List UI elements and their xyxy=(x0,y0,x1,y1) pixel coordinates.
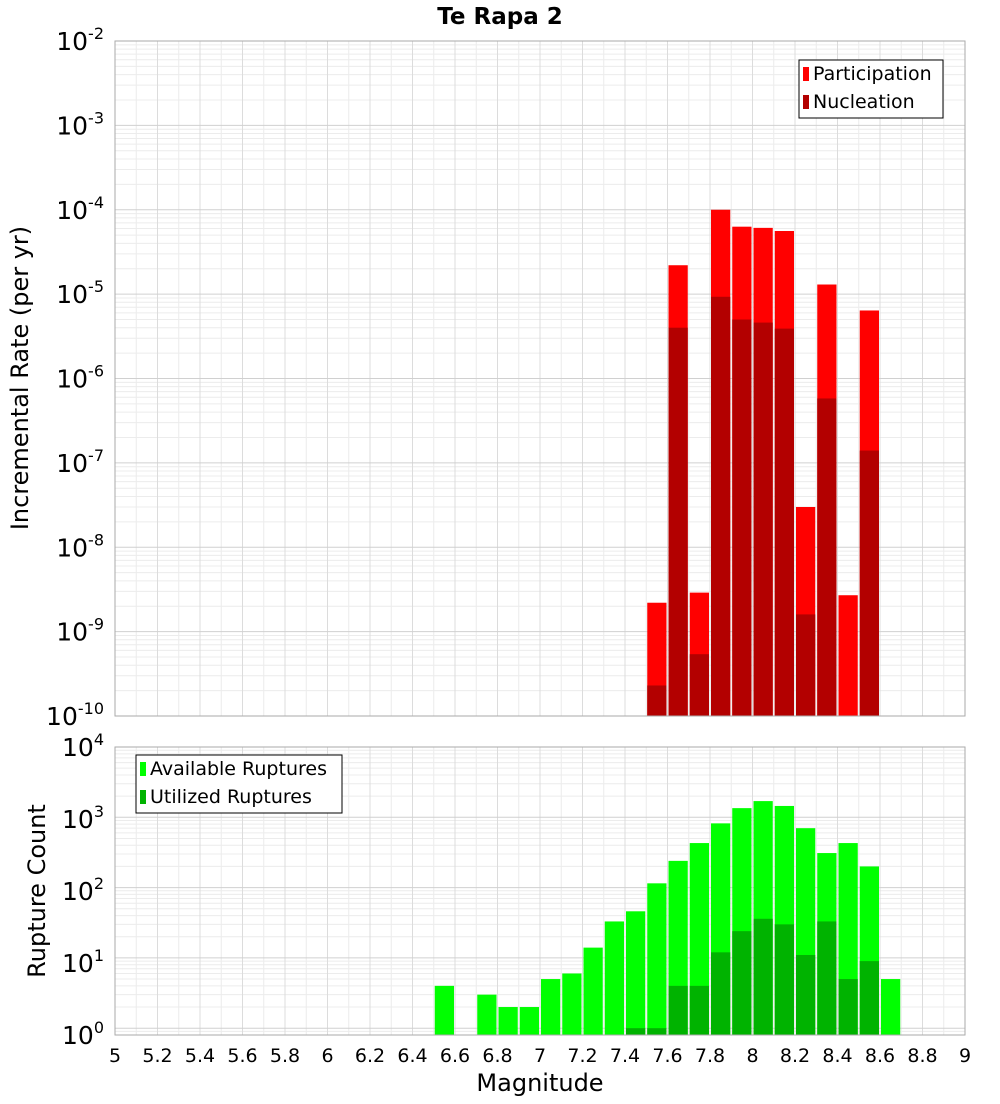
legend: Available Ruptures Utilized Ruptures xyxy=(135,754,343,814)
primary-bar-available-ruptures xyxy=(626,911,646,1035)
x-tick-label: 6 xyxy=(321,1045,333,1067)
panel-rate: 10-2 10-3 10-4 10-5 10-6 10-7 10-8 10-9 10-10 Par… xyxy=(46,24,966,731)
secondary-bar-utilized-ruptures xyxy=(668,985,688,1035)
secondary-bar-nucleation xyxy=(774,328,794,716)
secondary-bar-utilized-ruptures xyxy=(689,985,709,1035)
primary-bar-available-ruptures xyxy=(562,973,582,1035)
secondary-bar-nucleation xyxy=(796,614,816,716)
secondary-bar-utilized-ruptures xyxy=(817,921,837,1035)
secondary-bar-utilized-ruptures xyxy=(796,954,816,1035)
primary-bar-available-ruptures xyxy=(541,979,561,1035)
x-tick-label: 8.4 xyxy=(822,1045,852,1067)
x-tick-label: 8 xyxy=(746,1045,758,1067)
secondary-bar-nucleation xyxy=(689,654,709,716)
plot-frame xyxy=(114,40,966,717)
x-axis-label: Magnitude xyxy=(476,1069,603,1097)
x-tick-label: 6.6 xyxy=(440,1045,470,1067)
x-tick-label: 8.2 xyxy=(780,1045,810,1067)
secondary-bar-nucleation xyxy=(711,296,731,716)
legend-box xyxy=(798,59,944,119)
top-y-axis-label: Incremental Rate (per yr) xyxy=(6,226,34,530)
x-tick-label: 6.4 xyxy=(397,1045,427,1067)
y-tick-label: 103 xyxy=(62,802,104,834)
y-tick-label: 100 xyxy=(62,1018,104,1050)
legend-swatch xyxy=(803,67,809,81)
x-tick-label: 5.6 xyxy=(227,1045,257,1067)
x-tick-label: 7.4 xyxy=(610,1045,640,1067)
primary-bar-available-ruptures xyxy=(477,994,497,1035)
secondary-bar-utilized-ruptures xyxy=(626,1028,646,1035)
x-tick-label: 9 xyxy=(959,1045,971,1067)
legend-swatch xyxy=(140,790,146,804)
y-tick-label: 102 xyxy=(62,874,104,906)
panel-count: 104 103 102 101 100 Available Ruptures Utilize… xyxy=(62,730,966,1050)
secondary-bar-nucleation xyxy=(753,322,773,716)
secondary-bar-nucleation xyxy=(817,398,837,716)
y-tick-label: 10-4 xyxy=(56,193,104,225)
secondary-bar-utilized-ruptures xyxy=(838,979,858,1035)
secondary-bar-utilized-ruptures xyxy=(647,1028,667,1035)
y-tick-label: 101 xyxy=(62,946,104,978)
x-tick-label: 7.6 xyxy=(652,1045,682,1067)
x-tick-label: 8.8 xyxy=(907,1045,937,1067)
x-tick-label: 5.8 xyxy=(270,1045,300,1067)
x-tick-label: 5.2 xyxy=(142,1045,172,1067)
primary-bar-participation xyxy=(838,595,858,716)
legend-label: Nucleation xyxy=(813,91,915,113)
x-tick-label: 7 xyxy=(534,1045,546,1067)
y-tick-label: 10-9 xyxy=(56,615,104,647)
x-tick-label: 5 xyxy=(109,1045,121,1067)
secondary-bar-nucleation xyxy=(647,685,667,716)
chart-title: Te Rapa 2 xyxy=(437,4,562,30)
primary-bar-available-ruptures xyxy=(881,979,901,1035)
x-tick-label: 6.2 xyxy=(355,1045,385,1067)
y-tick-label: 104 xyxy=(62,730,104,762)
plot-area: 10-2 10-3 10-4 10-5 10-6 10-7 10-8 10-9 10-10 Par… xyxy=(46,24,971,1067)
legend-swatch xyxy=(140,762,146,776)
primary-bar-available-ruptures xyxy=(583,947,603,1035)
secondary-bar-utilized-ruptures xyxy=(732,931,752,1035)
legend-label: Available Ruptures xyxy=(150,758,327,780)
y-tick-label: 10-10 xyxy=(46,699,104,731)
primary-bar-available-ruptures xyxy=(519,1007,539,1035)
bottom-y-axis-label: Rupture Count xyxy=(23,804,51,978)
secondary-bar-nucleation xyxy=(859,450,879,716)
y-tick-label: 10-7 xyxy=(56,446,104,478)
secondary-bar-nucleation xyxy=(732,319,752,716)
x-tick-label: 6.8 xyxy=(482,1045,512,1067)
legend: Participation Nucleation xyxy=(798,59,944,119)
plot-frame xyxy=(114,746,966,1036)
x-tick-label: 5.4 xyxy=(185,1045,215,1067)
secondary-bar-utilized-ruptures xyxy=(711,952,731,1035)
y-tick-label: 10-3 xyxy=(56,108,104,140)
primary-bar-available-ruptures xyxy=(434,985,454,1035)
x-tick-label: 7.2 xyxy=(567,1045,597,1067)
secondary-bar-nucleation xyxy=(668,327,688,716)
legend-label: Participation xyxy=(813,63,932,85)
x-tick-label: 7.8 xyxy=(695,1045,725,1067)
legend-swatch xyxy=(803,95,809,109)
y-tick-label: 10-2 xyxy=(56,24,104,56)
y-tick-label: 10-6 xyxy=(56,362,104,394)
y-tick-label: 10-8 xyxy=(56,530,104,562)
legend-label: Utilized Ruptures xyxy=(150,786,312,808)
secondary-bar-utilized-ruptures xyxy=(774,924,794,1035)
primary-bar-available-ruptures xyxy=(647,883,667,1035)
y-tick-label: 10-5 xyxy=(56,277,104,309)
x-tick-label: 8.6 xyxy=(865,1045,895,1067)
legend-box xyxy=(135,754,343,814)
primary-bar-available-ruptures xyxy=(498,1007,518,1035)
primary-bar-available-ruptures xyxy=(604,921,624,1035)
secondary-bar-utilized-ruptures xyxy=(859,961,879,1035)
secondary-bar-utilized-ruptures xyxy=(753,918,773,1035)
